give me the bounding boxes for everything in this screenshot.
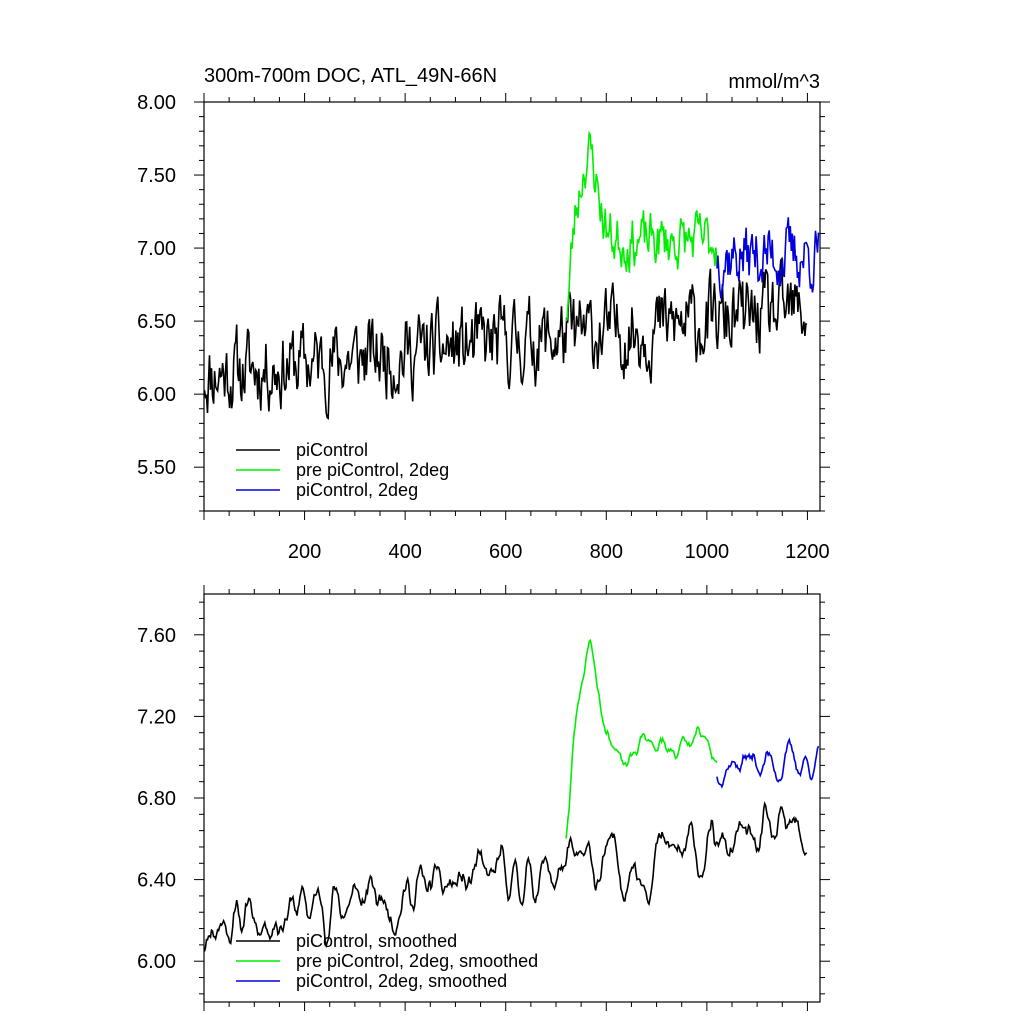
y-tick-label: 7.60 <box>137 625 176 647</box>
x-tick-label: 1000 <box>685 541 730 563</box>
y-tick-label: 6.40 <box>137 870 176 892</box>
series-line-2 <box>565 638 718 839</box>
y-tick-label: 6.80 <box>137 788 176 810</box>
bottom-panel: 6.00 6.40 6.80 7.20 7.60 piControl, smoothed… <box>137 585 830 1011</box>
x-tick-label: 200 <box>288 541 321 563</box>
legend-label-3: piControl, 2deg <box>296 480 418 500</box>
x-tick-label: 400 <box>388 541 421 563</box>
y-tick-label: 7.00 <box>137 238 176 260</box>
bottom-axis-ticks: 6.00 6.40 6.80 7.20 7.60 <box>137 585 830 1011</box>
legend-label-2: pre piControl, 2deg <box>296 460 449 480</box>
series-line-2 <box>565 130 718 322</box>
x-tick-label: 600 <box>489 541 522 563</box>
series-line-1 <box>203 256 808 420</box>
top-panel: 300m-700m DOC, ATL_49N-66N mmol/m^3 200 4… <box>137 65 830 563</box>
top-axis-ticks: 200 400 600 800 1000 1200 5.50 6.00 6.50 7.00 7.50… <box>137 92 830 563</box>
series-line-3 <box>716 217 820 299</box>
y-tick-label: 7.50 <box>137 165 176 187</box>
series-line-1 <box>203 800 808 952</box>
bottom-series-group <box>203 638 820 952</box>
y-tick-label: 7.20 <box>137 706 176 728</box>
y-tick-label: 6.00 <box>137 384 176 406</box>
series-line-3 <box>716 737 820 789</box>
legend-label-1: piControl <box>296 440 368 460</box>
legend-label-3: piControl, 2deg, smoothed <box>296 971 507 991</box>
y-tick-label: 5.50 <box>137 457 176 479</box>
units-label: mmol/m^3 <box>728 71 820 93</box>
chart-title: 300m-700m DOC, ATL_49N-66N <box>204 65 497 87</box>
x-tick-label: 1200 <box>785 541 830 563</box>
y-tick-label: 6.50 <box>137 311 176 333</box>
x-tick-label: 800 <box>590 541 623 563</box>
legend-label-1: piControl, smoothed <box>296 931 457 951</box>
legend-label-2: pre piControl, 2deg, smoothed <box>296 951 538 971</box>
y-tick-label: 6.00 <box>137 951 176 973</box>
y-tick-label: 8.00 <box>137 92 176 114</box>
top-series-group <box>203 130 820 420</box>
